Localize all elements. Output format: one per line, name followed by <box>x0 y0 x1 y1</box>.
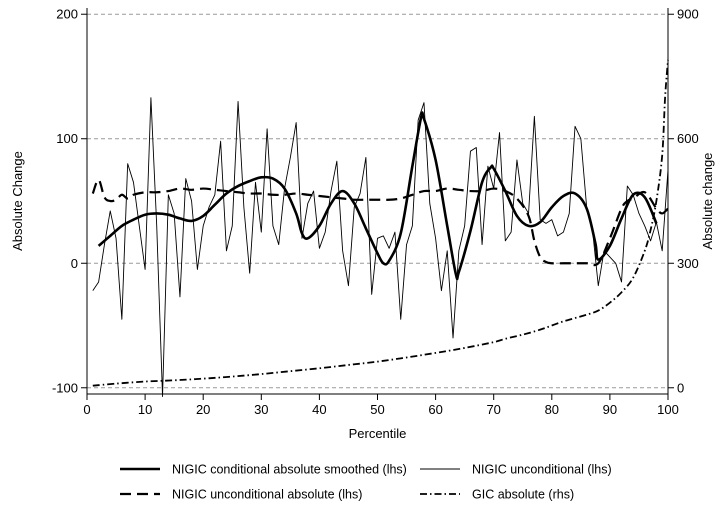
x-tick-label: 40 <box>312 402 326 417</box>
series-line-gic-absolute <box>92 59 669 387</box>
x-tick-label: 70 <box>486 402 500 417</box>
y-right-tick-label: 300 <box>677 256 699 271</box>
x-tick-label: 50 <box>370 402 384 417</box>
x-tick-label: 20 <box>196 402 210 417</box>
y-left-tick-label: 200 <box>56 7 78 22</box>
series-lines <box>91 59 669 397</box>
legend-label-1: NIGIC conditional absolute smoothed (lhs… <box>172 463 407 477</box>
y-right-tick-label: 0 <box>677 380 684 395</box>
y-left-tick-label: 100 <box>56 131 78 146</box>
series-line-nigic-unconditional-absolute <box>91 178 669 267</box>
x-tick-label: 80 <box>545 402 559 417</box>
y-axis-right-title: Absolute change <box>700 153 715 250</box>
legend-label-2: NIGIC unconditional (lhs) <box>472 463 612 477</box>
y-axis-left-title: Absolute Change <box>10 151 25 251</box>
legend-label-4: GIC absolute (rhs) <box>472 488 574 502</box>
legend: NIGIC conditional absolute smoothed (lhs… <box>120 463 612 502</box>
series-line-nigic-conditional-smoothed <box>97 111 658 281</box>
x-tick-label: 10 <box>138 402 152 417</box>
axes: 200 100 0 -100 900 600 300 0 0 10 20 30 40 50 60 70 80 90… <box>10 7 715 441</box>
x-tick-label: 30 <box>254 402 268 417</box>
y-left-tick-label: 0 <box>71 256 78 271</box>
y-right-tick-label: 900 <box>677 7 699 22</box>
x-tick-label: 100 <box>657 402 679 417</box>
x-tick-label: 60 <box>428 402 442 417</box>
x-tick-label: 90 <box>603 402 617 417</box>
y-left-tick-label: -100 <box>52 380 78 395</box>
x-axis-title: Percentile <box>349 426 407 441</box>
y-right-tick-label: 600 <box>677 131 699 146</box>
x-tick-label: 0 <box>83 402 90 417</box>
gridlines <box>87 13 668 389</box>
legend-label-3: NIGIC unconditional absolute (lhs) <box>172 488 362 502</box>
